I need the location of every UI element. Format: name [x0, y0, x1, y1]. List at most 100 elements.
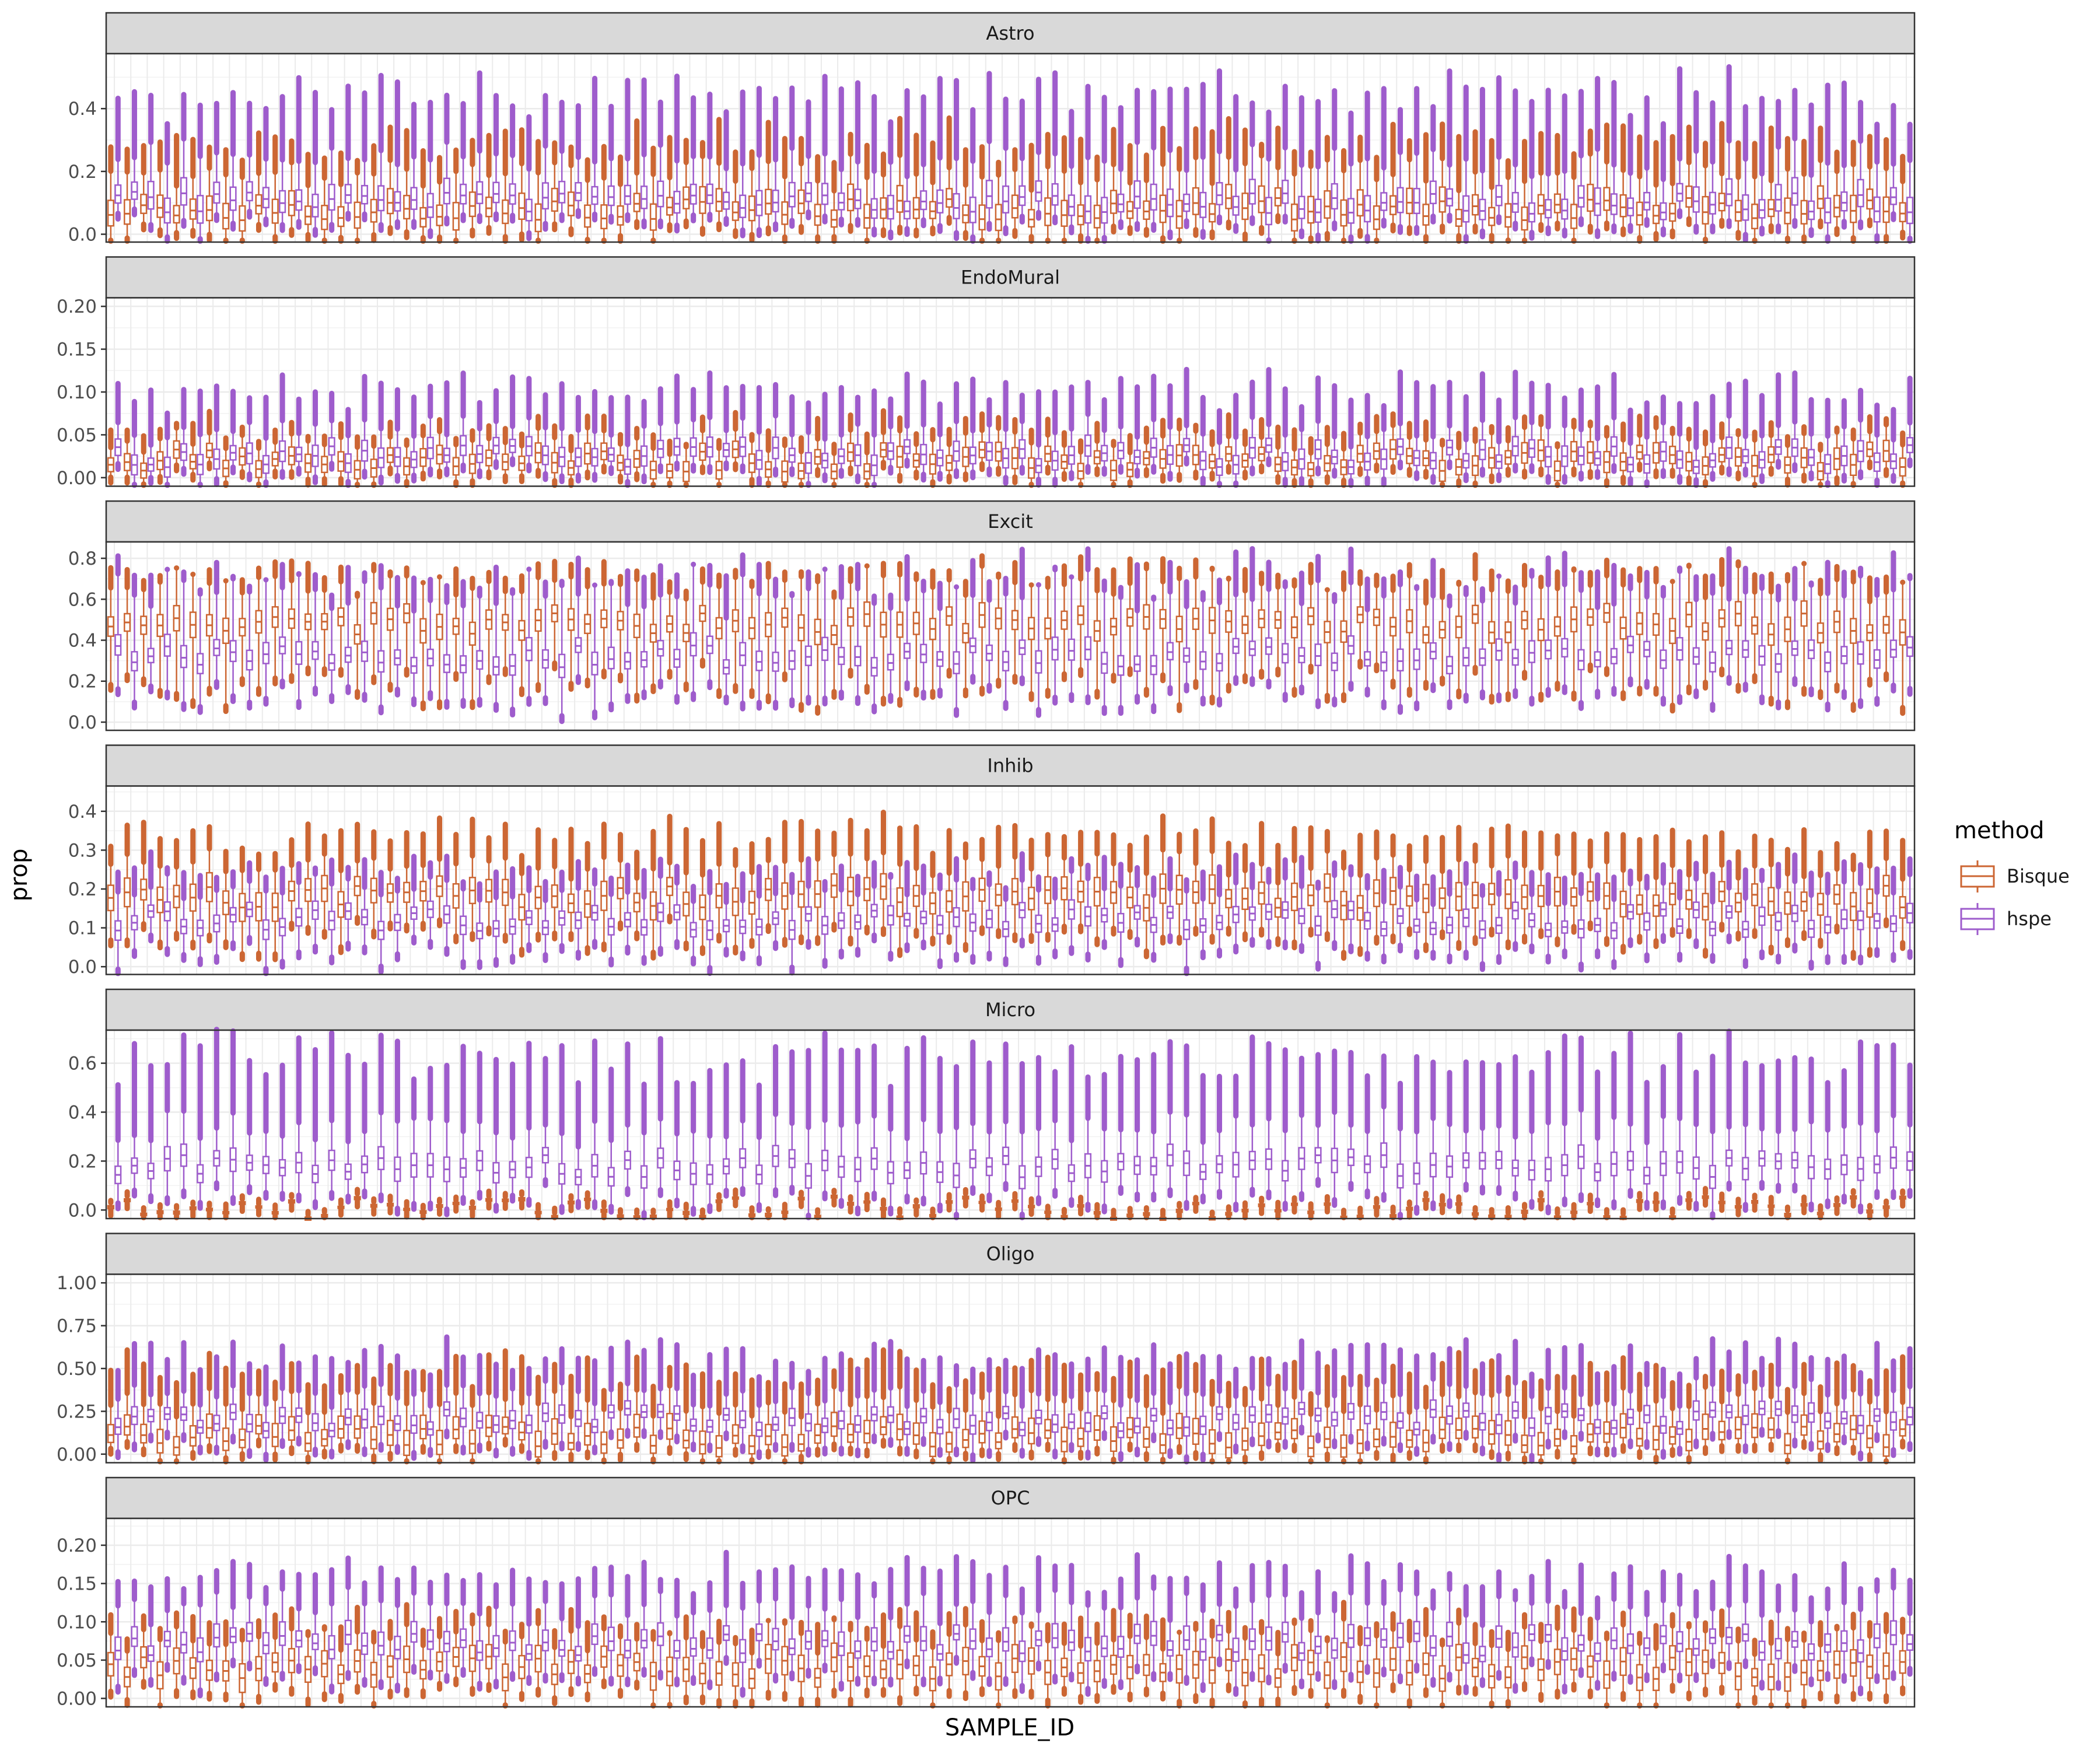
box-body — [691, 184, 696, 204]
box-body — [1118, 194, 1124, 212]
box-body — [1447, 189, 1452, 206]
y-tick-label: 0.20 — [57, 296, 97, 317]
box-endomural-hspe — [1398, 372, 1404, 468]
box-body — [296, 642, 302, 664]
box-body — [1808, 640, 1814, 658]
box-body — [1571, 205, 1577, 229]
box-body — [1259, 186, 1265, 212]
box-astro-hspe — [1118, 108, 1124, 228]
box-body — [1710, 652, 1716, 672]
y-tick-label: 0.0 — [68, 712, 97, 733]
box-endomural-bisque — [1209, 432, 1215, 479]
box-body — [576, 183, 582, 201]
box-astro-hspe — [1447, 71, 1452, 221]
box-body — [1693, 187, 1699, 212]
box-body — [1242, 193, 1248, 219]
box-body — [1398, 649, 1404, 671]
box-body — [1752, 204, 1758, 229]
box-body — [1907, 197, 1913, 223]
box-body — [404, 195, 410, 219]
box-body — [116, 185, 121, 203]
box-astro-hspe — [904, 91, 910, 235]
box-body — [502, 200, 508, 223]
box-body — [272, 200, 278, 223]
box-body — [674, 649, 680, 667]
box-body — [1874, 197, 1880, 222]
box-body — [1818, 186, 1824, 208]
box-astro-hspe — [723, 112, 729, 225]
box-endomural-bisque — [355, 437, 360, 485]
box-body — [608, 186, 614, 205]
box-body — [477, 182, 483, 204]
box-body — [132, 652, 138, 670]
box-body — [1825, 652, 1831, 671]
box-astro-hspe — [395, 82, 401, 227]
box-body — [1850, 195, 1856, 222]
box-body — [1406, 188, 1412, 214]
box-body — [1275, 188, 1281, 205]
box-body — [1891, 188, 1896, 204]
box-body — [848, 184, 853, 211]
box-body — [1217, 654, 1223, 671]
box-body — [723, 192, 729, 209]
box-body — [1677, 184, 1683, 201]
box-endomural-hspe — [1414, 383, 1420, 478]
box-astro-hspe — [1661, 124, 1667, 235]
box-body — [1101, 198, 1107, 223]
box-body — [1480, 200, 1486, 219]
box-body — [970, 197, 976, 222]
box-body — [683, 187, 689, 209]
box-endomural-bisque — [1062, 433, 1068, 480]
box-body — [1414, 649, 1420, 670]
box-body — [897, 186, 903, 212]
box-body — [444, 178, 450, 204]
box-body — [1052, 184, 1058, 205]
box-astro-hspe — [707, 94, 713, 220]
box-body — [378, 651, 384, 672]
box-body — [477, 651, 483, 669]
y-tick-label: 0.2 — [68, 671, 97, 692]
y-tick-label: 0.0 — [68, 225, 97, 246]
box-body — [1266, 198, 1272, 225]
box-body — [230, 640, 236, 661]
box-body — [1332, 184, 1338, 209]
box-body — [831, 210, 837, 227]
box-body — [930, 202, 936, 219]
box-astro-hspe — [345, 86, 351, 219]
box-endomural-hspe — [1266, 370, 1272, 465]
box-body — [197, 654, 203, 674]
box-body — [1398, 188, 1404, 212]
box-body — [1003, 186, 1009, 213]
box-astro-hspe — [1233, 97, 1239, 232]
box-body — [757, 651, 762, 670]
box-body — [1036, 181, 1042, 201]
box-body — [618, 206, 624, 225]
box-endomural-hspe — [1135, 387, 1140, 476]
box-body — [214, 183, 220, 203]
facet-title-astro: Astro — [986, 22, 1034, 44]
box-body — [1710, 192, 1716, 214]
box-body — [740, 643, 746, 666]
box-endomural-bisque — [914, 434, 919, 478]
box-body — [700, 187, 706, 214]
box-body — [444, 655, 450, 673]
box-body — [256, 195, 262, 214]
box-endomural-bisque — [321, 436, 327, 485]
box-body — [872, 657, 877, 676]
box-body — [1661, 203, 1667, 219]
box-body — [1282, 180, 1288, 203]
box-body — [1562, 200, 1568, 219]
box-astro-hspe — [641, 80, 647, 226]
box-body — [240, 206, 246, 231]
box-body — [1282, 644, 1288, 663]
box-astro-hspe — [1644, 98, 1650, 225]
box-body — [1456, 209, 1462, 226]
box-body — [494, 657, 499, 675]
box-endomural-bisque — [1785, 437, 1791, 485]
box-body — [321, 205, 327, 229]
box-body — [1759, 646, 1765, 665]
box-body — [707, 184, 713, 204]
box-body — [494, 183, 499, 202]
box-body — [1858, 180, 1864, 206]
box-body — [510, 184, 516, 204]
